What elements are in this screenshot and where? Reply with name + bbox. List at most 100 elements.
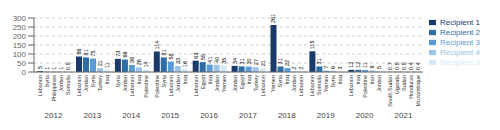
svg-text:55: 55	[200, 54, 206, 60]
svg-text:35: 35	[221, 58, 227, 64]
svg-text:2012: 2012	[45, 111, 63, 120]
svg-text:0.7: 0.7	[387, 62, 393, 70]
svg-text:Syria: Syria	[277, 74, 283, 87]
svg-text:Egypt: Egypt	[200, 75, 206, 90]
svg-text:Lebanon: Lebanon	[309, 75, 315, 96]
svg-text:200: 200	[13, 32, 27, 41]
svg-text:Lebanon: Lebanon	[76, 75, 82, 96]
svg-text:0.5: 0.5	[394, 62, 400, 70]
svg-text:Palestine: Palestine	[154, 75, 160, 98]
svg-text:Syria: Syria	[161, 74, 167, 87]
svg-text:2017: 2017	[239, 111, 257, 120]
svg-text:Lebanon: Lebanon	[193, 75, 199, 96]
svg-text:Jordan: Jordan	[122, 75, 128, 92]
svg-text:63: 63	[193, 53, 199, 59]
svg-text:Honduras: Honduras	[408, 75, 414, 99]
svg-text:Somalia: Somalia	[316, 74, 322, 95]
svg-text:Philippines: Philippines	[51, 75, 57, 102]
svg-text:250: 250	[13, 23, 27, 32]
svg-text:33: 33	[175, 58, 181, 64]
svg-text:0.5: 0.5	[401, 62, 407, 70]
svg-text:Lebanon: Lebanon	[168, 75, 174, 96]
svg-text:South Sudan: South Sudan	[387, 75, 393, 107]
svg-text:1: 1	[58, 67, 64, 70]
svg-text:Lebanon: Lebanon	[298, 75, 304, 96]
svg-text:Turkey: Turkey	[253, 75, 259, 92]
svg-text:16: 16	[182, 61, 188, 67]
svg-text:Yemen: Yemen	[323, 75, 329, 92]
svg-text:Lebanon: Lebanon	[348, 75, 354, 96]
svg-text:Lebanon: Lebanon	[129, 75, 135, 96]
svg-text:2018: 2018	[278, 111, 296, 120]
svg-text:75: 75	[90, 50, 96, 56]
svg-text:Jordan: Jordan	[58, 75, 64, 92]
svg-text:2020: 2020	[356, 111, 374, 120]
svg-text:Jordan: Jordan	[175, 75, 181, 92]
svg-text:1: 1	[44, 67, 50, 70]
svg-text:Yemen: Yemen	[270, 75, 276, 92]
svg-text:5: 5	[376, 66, 382, 69]
svg-text:Lebanon: Lebanon	[260, 75, 266, 96]
svg-text:3: 3	[337, 66, 343, 69]
svg-text:14: 14	[143, 61, 149, 67]
svg-text:12: 12	[355, 62, 361, 68]
svg-text:31: 31	[316, 58, 322, 64]
svg-text:40: 40	[214, 57, 220, 63]
svg-text:21: 21	[97, 60, 103, 66]
svg-text:31: 31	[277, 58, 283, 64]
svg-text:0.5: 0.5	[65, 62, 71, 70]
svg-text:58: 58	[168, 53, 174, 59]
svg-text:Iraq: Iraq	[284, 75, 290, 84]
svg-text:31: 31	[239, 58, 245, 64]
svg-text:Iraq: Iraq	[355, 75, 361, 84]
svg-text:30: 30	[246, 58, 252, 64]
svg-text:11: 11	[104, 62, 110, 68]
svg-text:12: 12	[348, 62, 354, 68]
svg-text:Syria: Syria	[90, 74, 96, 87]
svg-text:0: 0	[22, 68, 27, 77]
svg-text:Iraq: Iraq	[104, 75, 110, 84]
svg-text:Syria: Syria	[330, 74, 336, 87]
svg-text:Egypt: Egypt	[239, 75, 245, 90]
svg-text:Turkey: Turkey	[97, 75, 103, 92]
svg-text:Jordan: Jordan	[376, 75, 382, 92]
svg-text:21: 21	[260, 60, 266, 66]
svg-text:50: 50	[17, 59, 26, 68]
svg-text:Somalia: Somalia	[65, 74, 71, 95]
svg-text:Jordan: Jordan	[83, 75, 89, 92]
svg-text:Iraq: Iraq	[337, 75, 343, 84]
svg-text:73: 73	[115, 51, 121, 57]
svg-text:0.4: 0.4	[408, 62, 414, 70]
svg-text:Syria: Syria	[115, 74, 121, 87]
svg-text:Jordan: Jordan	[232, 75, 238, 92]
svg-text:41: 41	[207, 56, 213, 62]
svg-text:1: 1	[51, 67, 57, 70]
svg-text:22: 22	[284, 60, 290, 66]
svg-text:2015: 2015	[161, 111, 179, 120]
svg-text:100: 100	[13, 50, 27, 59]
svg-text:86: 86	[76, 48, 82, 54]
svg-text:2014: 2014	[122, 111, 140, 120]
svg-text:2: 2	[291, 67, 297, 70]
svg-text:Jordan: Jordan	[291, 75, 297, 92]
svg-text:0.4: 0.4	[415, 62, 421, 70]
svg-text:Lebanon: Lebanon	[37, 75, 43, 96]
svg-text:300: 300	[13, 14, 27, 23]
svg-text:81: 81	[161, 49, 167, 55]
svg-text:Iran: Iran	[369, 75, 375, 84]
svg-text:2016: 2016	[200, 111, 218, 120]
svg-text:6: 6	[330, 66, 336, 69]
svg-text:Uganda: Uganda	[394, 74, 400, 94]
svg-text:114: 114	[154, 41, 160, 50]
svg-text:2013: 2013	[83, 111, 101, 120]
svg-text:7: 7	[323, 66, 329, 69]
svg-text:Yemen: Yemen	[221, 75, 227, 92]
svg-text:39: 39	[129, 57, 135, 63]
svg-text:26: 26	[136, 59, 142, 65]
svg-text:Iraq: Iraq	[207, 75, 213, 84]
svg-text:Syria: Syria	[44, 74, 50, 87]
svg-text:115: 115	[309, 41, 315, 50]
svg-text:Palestine: Palestine	[362, 75, 368, 98]
svg-text:Sudan: Sudan	[401, 75, 407, 91]
svg-text:2: 2	[298, 67, 304, 70]
